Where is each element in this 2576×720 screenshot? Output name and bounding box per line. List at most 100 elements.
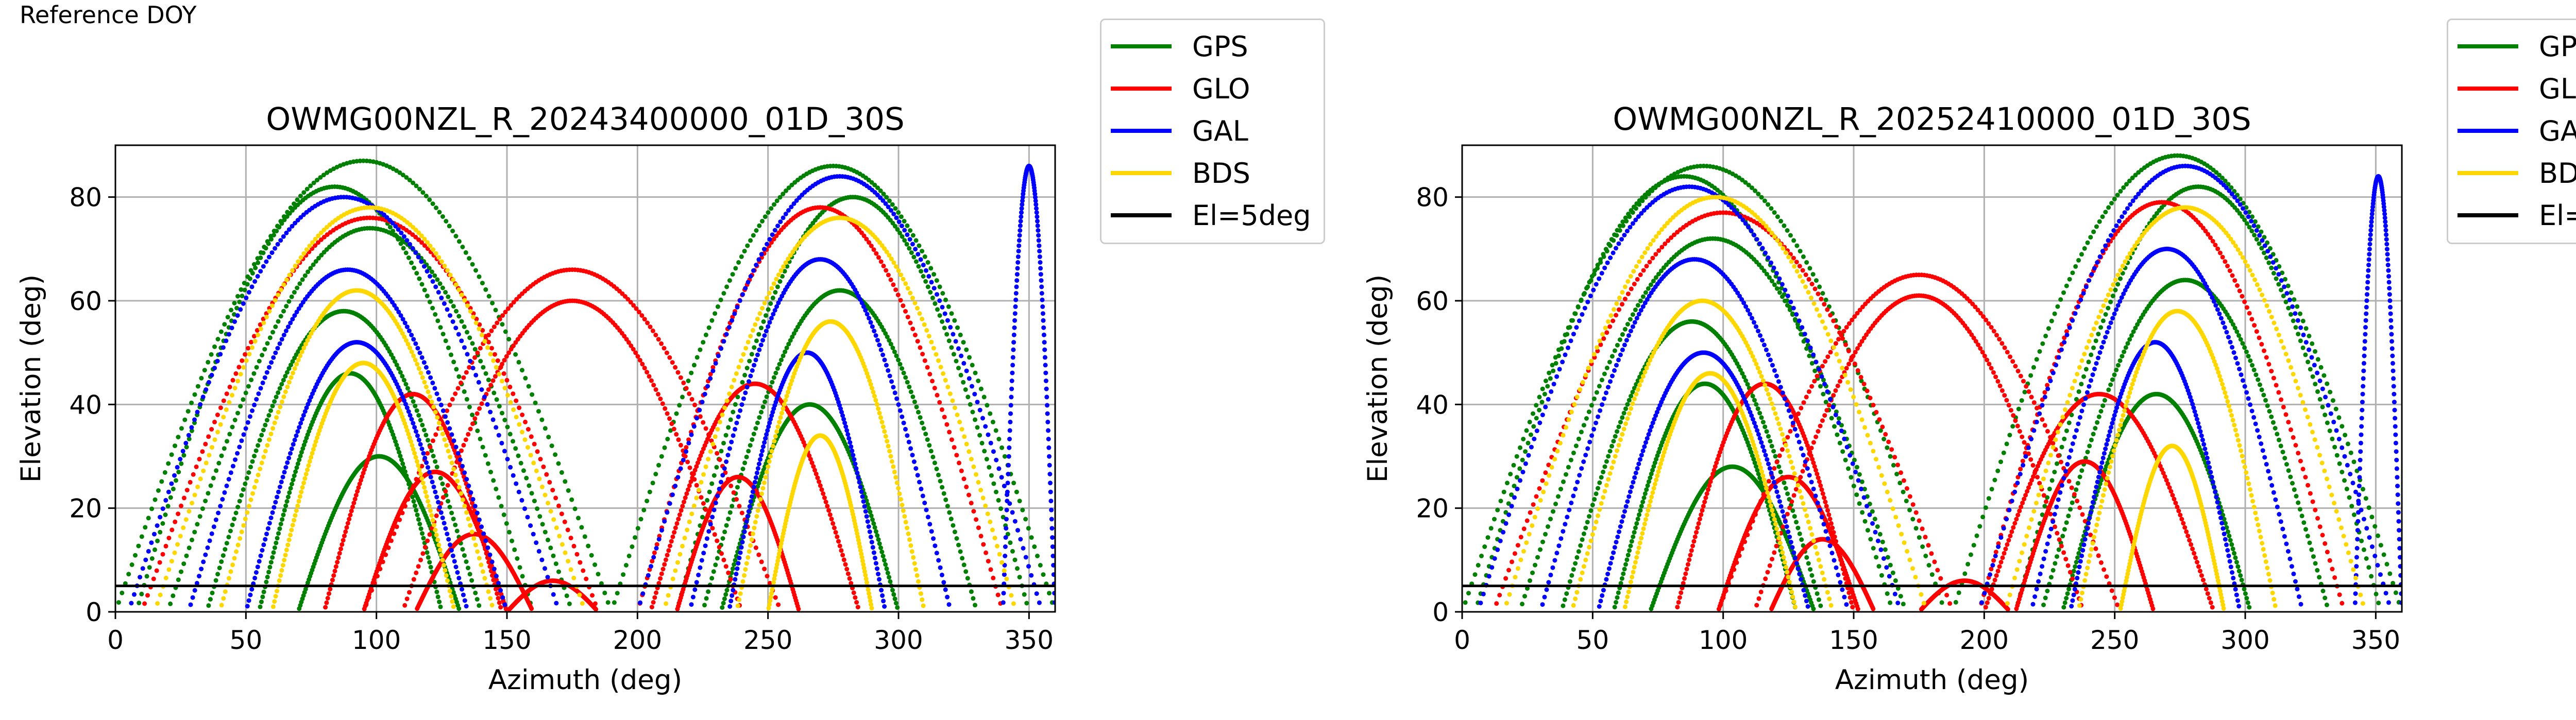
data-point xyxy=(169,452,174,457)
data-point xyxy=(1006,472,1011,476)
data-point xyxy=(726,425,731,430)
data-point xyxy=(767,602,772,607)
data-point xyxy=(536,548,541,554)
data-point xyxy=(882,604,887,609)
data-point xyxy=(744,366,750,371)
data-point xyxy=(674,521,680,526)
data-point xyxy=(461,442,466,448)
data-point xyxy=(880,424,886,430)
data-point xyxy=(126,572,131,577)
data-point xyxy=(864,236,869,242)
data-point xyxy=(447,589,452,594)
data-point xyxy=(292,366,297,371)
data-point xyxy=(867,594,872,599)
data-point xyxy=(306,269,311,275)
data-point xyxy=(411,499,416,504)
data-point xyxy=(840,413,845,418)
data-point xyxy=(475,549,480,554)
data-point xyxy=(413,357,418,363)
data-point xyxy=(483,371,488,376)
data-point xyxy=(268,432,274,437)
data-point xyxy=(221,596,226,601)
data-point xyxy=(781,264,786,269)
data-point xyxy=(224,541,229,546)
data-point xyxy=(401,465,406,470)
data-point xyxy=(737,504,742,509)
data-point xyxy=(172,550,177,555)
data-point xyxy=(742,573,747,578)
data-point xyxy=(464,397,469,402)
data-point xyxy=(621,572,626,577)
data-point xyxy=(1004,517,1009,522)
data-point xyxy=(959,427,964,432)
data-point xyxy=(335,560,340,564)
data-point xyxy=(238,372,243,376)
data-point xyxy=(464,604,469,609)
data-point xyxy=(249,284,255,289)
data-point xyxy=(509,347,514,352)
data-point xyxy=(275,589,279,594)
data-point xyxy=(692,468,698,473)
data-point xyxy=(488,470,493,474)
data-point xyxy=(264,532,269,537)
data-point xyxy=(307,398,312,403)
data-point xyxy=(460,464,465,469)
data-point xyxy=(647,374,652,379)
data-point xyxy=(697,457,702,462)
data-point xyxy=(730,593,735,598)
data-point xyxy=(910,242,915,247)
data-point xyxy=(789,378,794,383)
data-point xyxy=(414,429,418,434)
data-point xyxy=(668,428,673,433)
data-point xyxy=(446,499,450,504)
data-point xyxy=(730,504,735,509)
data-point xyxy=(893,264,899,269)
data-point xyxy=(710,368,716,373)
data-point xyxy=(445,408,449,413)
data-point xyxy=(969,589,974,594)
data-point xyxy=(303,439,308,444)
data-point xyxy=(666,548,671,553)
data-point xyxy=(683,495,688,500)
data-point xyxy=(782,269,787,274)
data-point xyxy=(502,357,507,363)
data-point xyxy=(494,425,499,430)
data-point xyxy=(499,504,504,509)
data-point xyxy=(1046,437,1051,441)
data-point xyxy=(482,395,487,400)
data-point xyxy=(670,360,675,365)
data-point xyxy=(985,511,990,517)
data-point xyxy=(958,372,963,378)
data-point xyxy=(149,506,155,511)
data-point xyxy=(468,426,473,432)
data-point xyxy=(670,576,675,581)
data-point xyxy=(923,432,928,437)
data-point xyxy=(948,517,954,522)
data-point xyxy=(674,411,679,416)
data-point xyxy=(277,578,282,583)
data-point xyxy=(884,249,889,254)
data-point xyxy=(387,225,393,230)
data-point xyxy=(292,518,297,523)
data-point xyxy=(951,352,956,357)
data-point xyxy=(754,228,759,233)
data-point xyxy=(245,510,250,515)
data-point xyxy=(715,538,720,543)
data-point xyxy=(203,552,208,557)
data-point xyxy=(270,426,275,431)
data-point xyxy=(1017,233,1022,238)
data-point xyxy=(423,433,429,438)
data-point xyxy=(821,491,826,496)
data-point xyxy=(789,204,794,210)
data-point xyxy=(450,397,455,402)
data-point xyxy=(912,300,918,305)
data-point xyxy=(160,521,165,526)
data-point xyxy=(934,278,939,283)
data-point xyxy=(691,424,697,429)
data-point xyxy=(973,370,978,375)
data-point xyxy=(469,529,474,535)
data-point xyxy=(235,542,241,547)
data-point xyxy=(826,508,832,513)
data-point xyxy=(254,478,259,484)
data-point xyxy=(724,332,729,337)
